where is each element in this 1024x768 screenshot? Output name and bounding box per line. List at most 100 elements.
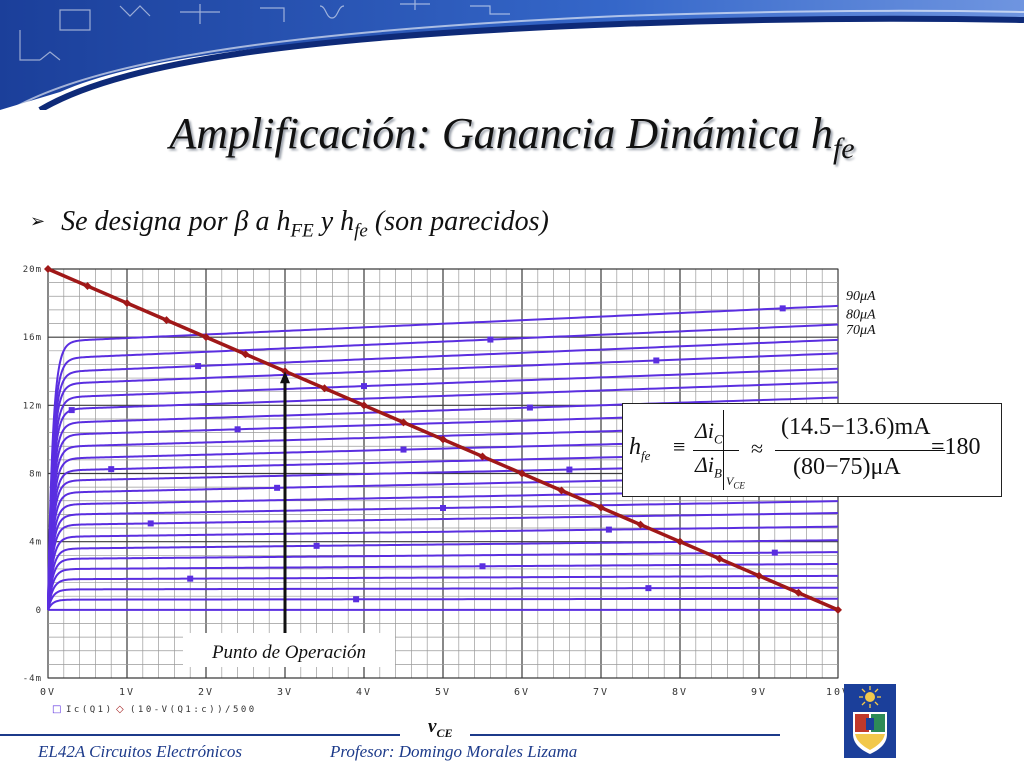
formula-den-sub: B [714, 465, 722, 481]
curve-label: 80μA [846, 308, 876, 323]
ic-marker [108, 466, 115, 473]
ic-curve [47, 562, 839, 610]
y-tick-label: -4m [23, 674, 42, 684]
x-tick-label: 7V [593, 687, 609, 698]
ic-curve [47, 423, 839, 610]
ic-marker [147, 520, 154, 527]
formula-eval-bar [723, 410, 724, 490]
ic-marker [645, 585, 652, 592]
x-tick-label: 6V [514, 687, 530, 698]
ic-marker [234, 426, 241, 433]
load-line-marker [715, 554, 724, 563]
formula-fraction-bar-2 [775, 450, 945, 451]
formula-numerator: ΔiC [695, 418, 723, 447]
load-line-marker [202, 333, 210, 342]
bullet-text-d: (son parecidos) [367, 206, 549, 237]
formula-den-delta: Δi [695, 452, 715, 477]
load-line-marker [123, 299, 131, 308]
y-tick-label: 16m [23, 333, 42, 343]
load-line-marker [399, 418, 408, 427]
bullet-text-b: a h [248, 206, 291, 237]
x-tick-label: 10V [826, 687, 850, 698]
ic-curve [47, 338, 839, 610]
ic-marker [361, 383, 367, 390]
load-line-marker [478, 452, 487, 461]
ic-curve [47, 597, 839, 611]
y-tick-label: 4m [29, 538, 42, 548]
formula-result: =180 [931, 434, 981, 460]
ic-curve [47, 500, 839, 610]
slide-title: Amplificación: Ganancia Dinámica hfe [0, 108, 1024, 166]
load-line-marker [794, 588, 803, 597]
chart-annotation: Punto de Operación [183, 371, 395, 667]
ic-curve [47, 304, 839, 610]
footer-course: EL42A Circuitos Electrónicos [38, 742, 242, 761]
ic-curve [47, 488, 839, 610]
x-tick-label: 3V [277, 687, 293, 698]
ic-curve [47, 450, 839, 610]
legend-label: (10-V(Q1:c))/500 [130, 705, 257, 715]
x-tick-label: 1V [119, 687, 135, 698]
y-tick-label: 8m [29, 470, 42, 480]
load-line-marker [597, 503, 605, 512]
ic-curve [47, 551, 839, 610]
x-tick-label: 5V [435, 687, 451, 698]
ic-marker [313, 542, 320, 549]
load-line-marker [636, 520, 645, 529]
formula-num-value: (14.5−13.6)mA [781, 414, 931, 440]
ic-curve [47, 437, 839, 610]
load-line-marker [439, 435, 447, 444]
ic-marker [353, 596, 360, 603]
ic-marker [526, 404, 533, 411]
x-tick-label: 0V [40, 687, 56, 698]
y-tick-label: 0 [36, 606, 42, 616]
formula-lhs-sub: fe [641, 447, 651, 463]
ic-curve [47, 410, 839, 610]
header-banner [0, 0, 1024, 110]
operating-point-arrowhead [280, 371, 290, 384]
ic-curve [47, 367, 839, 610]
formula-eval-sub: VCE [726, 474, 745, 490]
load-line-marker [44, 265, 52, 273]
x-tick-label: 4V [356, 687, 372, 698]
y-tick-label: 20m [23, 265, 42, 275]
load-line-marker [162, 316, 171, 325]
ic-marker [400, 446, 407, 453]
bullet-text-a: Se designa por [61, 206, 235, 237]
legend-label: Ic(Q1) [66, 705, 114, 715]
ic-curve [47, 574, 839, 610]
ic-marker [566, 466, 573, 473]
chart-load-line-group [44, 265, 842, 614]
chart-curve-family [47, 304, 839, 611]
formula-num-delta: Δi [695, 418, 715, 443]
bullet-sub-fe-upper: FE [290, 220, 314, 242]
ic-curve [47, 462, 839, 610]
ic-curve [47, 512, 839, 610]
formula-denominator: ΔiB [695, 452, 722, 481]
ic-marker [479, 563, 486, 570]
ic-marker [771, 549, 778, 556]
x-tick-label: 8V [672, 687, 688, 698]
ic-marker [653, 357, 660, 364]
legend-marker: □ [52, 704, 61, 715]
formula-num-sub: C [714, 431, 723, 447]
load-line-marker [320, 384, 329, 393]
university-crest-icon [844, 684, 896, 758]
x-tick-label: 2V [198, 687, 214, 698]
ic-curve [47, 352, 839, 610]
ic-curve [47, 474, 839, 610]
load-line-marker [834, 605, 842, 614]
slide-title-main: Amplificación: Ganancia Dinámica h [169, 109, 833, 158]
load-line-marker [241, 350, 250, 359]
formula-equiv: ≡ [673, 434, 686, 459]
formula-eval-v: V [726, 474, 734, 488]
x-axis-title-v: v [428, 716, 437, 737]
ic-marker [274, 484, 281, 491]
ic-marker [195, 363, 202, 370]
load-line-marker [755, 571, 763, 580]
formula-fraction-bar-1 [693, 450, 739, 451]
x-axis-title: vCE [428, 716, 452, 741]
ic-curve [47, 525, 839, 610]
ic-marker [187, 575, 194, 582]
ic-curve [47, 396, 839, 610]
